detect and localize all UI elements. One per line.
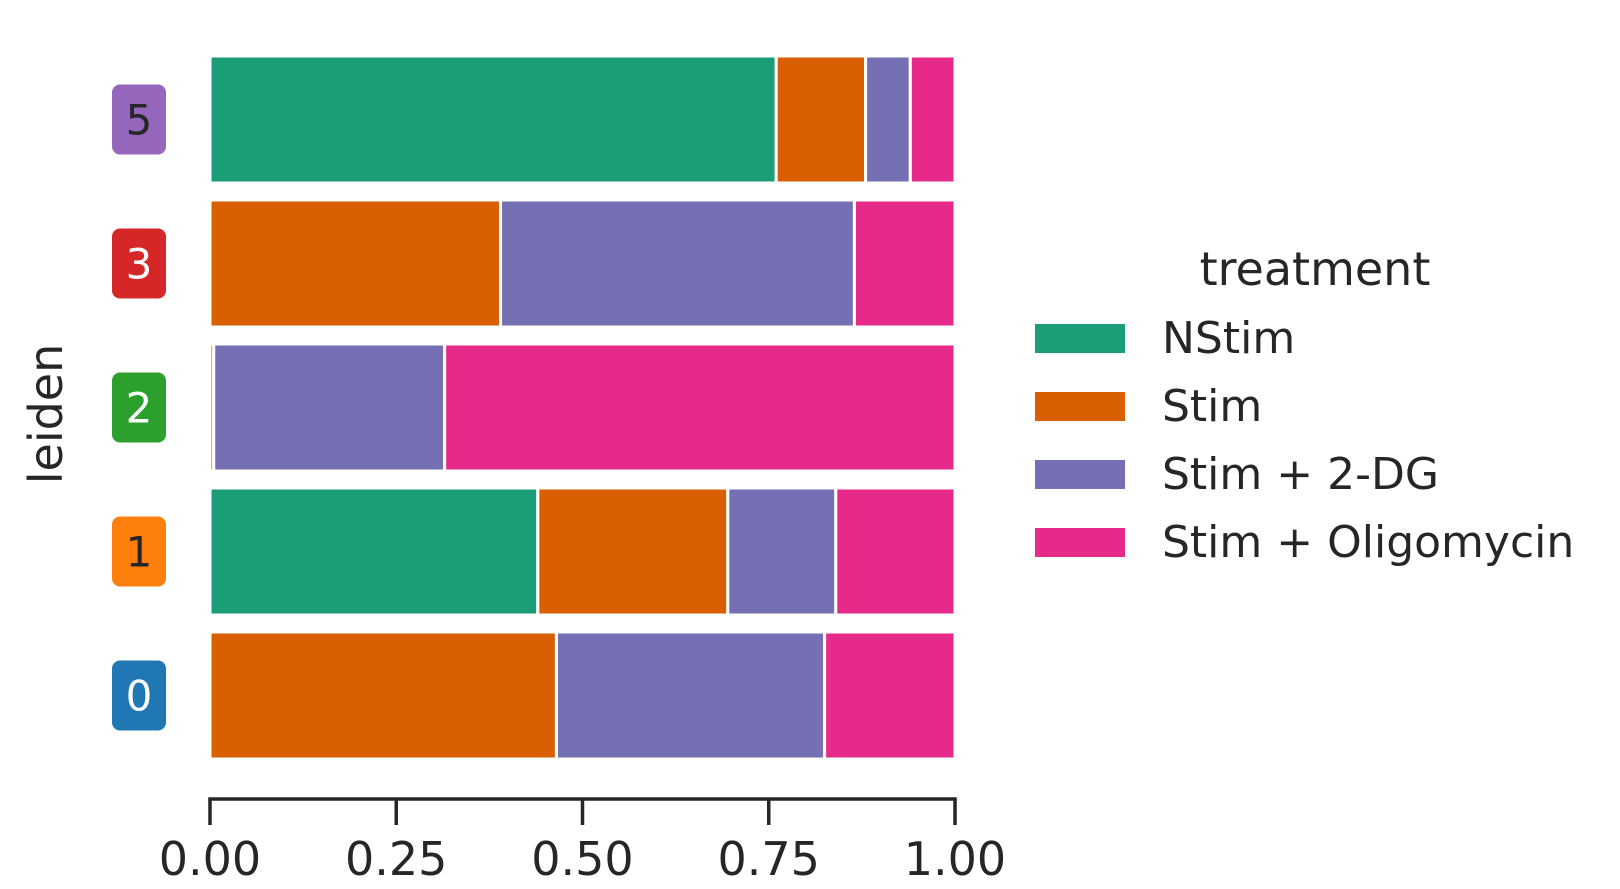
bar-segment-2-stim-oligomycin <box>443 342 957 473</box>
legend-entry-label: Stim + Oligomycin <box>1162 517 1574 568</box>
bar-segment-0-stim <box>208 630 558 761</box>
category-label-2: 2 <box>126 384 153 433</box>
bar-segment-3-stim-oligomycin <box>852 198 957 329</box>
bar-segment-5-stim <box>774 54 868 185</box>
legend-entry-label: NStim <box>1162 313 1295 364</box>
legend-title: treatment <box>1200 242 1431 296</box>
bar-segment-5-stim-oligomycin <box>908 54 957 185</box>
legend-swatch <box>1035 528 1125 557</box>
bar-segment-0-stim-oligomycin <box>823 630 957 761</box>
category-labels-group: 5 3 2 1 0 <box>112 84 166 731</box>
category-badge-1 <box>112 516 166 587</box>
x-tick-label: 0.75 <box>718 832 820 886</box>
bars-group <box>208 54 957 761</box>
x-tick-label: 0.25 <box>345 832 447 886</box>
x-tick-label: 0.50 <box>531 832 633 886</box>
bar-segment-3-stim-2-dg <box>499 198 856 329</box>
category-label-5: 5 <box>126 96 153 145</box>
x-tick-label: 0.00 <box>159 832 261 886</box>
category-label-3: 3 <box>126 240 153 289</box>
category-label-0: 0 <box>126 672 153 721</box>
legend-swatch <box>1035 460 1125 489</box>
bar-segment-1-stim-2-dg <box>726 486 838 617</box>
category-badge-3 <box>112 228 166 299</box>
bar-segment-5-nstim <box>208 54 778 185</box>
legend-entry-label: Stim + 2-DG <box>1162 449 1439 500</box>
x-tick-label: 1.00 <box>904 832 1006 886</box>
category-badge-0 <box>112 660 166 731</box>
category-badge-2 <box>112 372 166 443</box>
x-axis: 0.00 0.25 0.50 0.75 1.00 <box>159 797 1006 886</box>
legend-swatch <box>1035 392 1125 421</box>
legend-swatch <box>1035 324 1125 353</box>
bar-segment-0-stim-2-dg <box>554 630 827 761</box>
bar-segment-3-stim <box>208 198 503 329</box>
bar-segment-5-stim-2-dg <box>864 54 912 185</box>
category-badge-5 <box>112 84 166 155</box>
bar-segment-2-stim-2-dg <box>212 342 447 473</box>
legend: treatment NStim Stim Stim + 2-DG Stim + Oli… <box>1035 242 1574 568</box>
legend-entry-label: Stim <box>1162 381 1262 432</box>
y-axis-title: leiden <box>19 344 73 485</box>
category-label-1: 1 <box>126 528 153 577</box>
bar-segment-1-stim-oligomycin <box>834 486 957 617</box>
bar-segment-1-stim <box>536 486 730 617</box>
bar-segment-1-nstim <box>208 486 540 617</box>
